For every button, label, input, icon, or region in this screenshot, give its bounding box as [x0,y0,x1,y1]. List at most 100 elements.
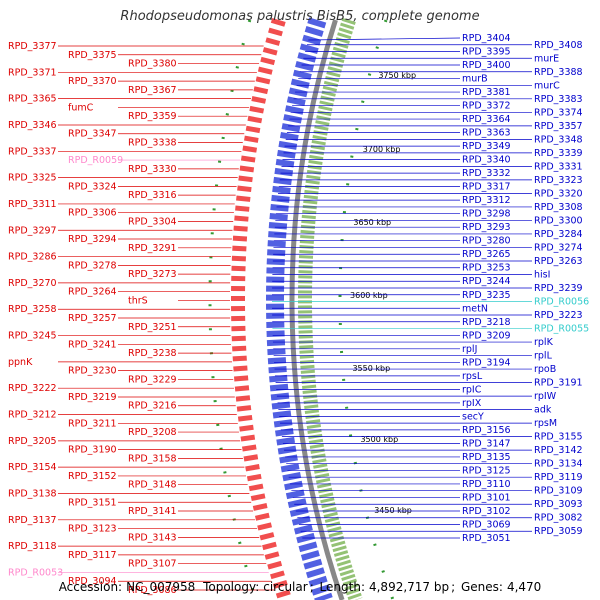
gene-label-left: RPD_3094 [68,576,117,587]
topology-value: circular [263,580,308,594]
gene-label-left: RPD_3211 [68,418,117,429]
scale-label: 3600 kbp [350,291,388,300]
gene-label-right: RPD_3102 [462,506,511,517]
gene-label-right: murE [534,53,559,64]
gene-label-right: murC [534,80,560,91]
gene-label-left: RPD_3270 [8,278,57,289]
gene-label-left: RPD_3297 [8,225,57,236]
gene-label-right: RPD_3312 [462,195,511,206]
gene-label-right: RPD_3156 [462,425,511,436]
gene-label-right: RPD_3374 [534,107,583,118]
gene-label-right: RPD_3348 [534,134,583,145]
gene-label-right: RPD_3408 [534,40,583,51]
gene-label-left: RPD_3324 [68,181,117,192]
gene-label-right: RPD_3082 [534,513,583,524]
gene-label-left: RPD_3346 [8,120,57,131]
gene-label-left: RPD_3208 [128,427,177,438]
gene-label-left: RPD_3152 [68,471,117,482]
gene-label-left: RPD_3371 [8,67,57,78]
length-label: Length: [319,580,365,594]
gene-label-right: RPD_3093 [534,499,583,510]
gene-label-right: RPD_3404 [462,33,511,44]
gene-label-left: RPD_3278 [68,260,117,271]
gene-label-left: RPD_3151 [68,497,117,508]
gene-label-left: RPD_3238 [128,348,177,359]
gene-label-right: RPD_3298 [462,209,511,220]
gene-label-left: RPD_3359 [128,111,177,122]
gene-label-left: thrS [128,295,148,306]
accession-label: Accession: [58,580,123,594]
gene-label-right: RPD_3235 [462,290,511,301]
gene-label-right: RPD_3263 [534,256,583,267]
gene-label-left: RPD_3123 [68,524,117,535]
gene-label-left: RPD_3380 [128,59,177,70]
gene-label-right: RPD_3372 [462,101,511,112]
accession-value: NC_007958 [126,580,196,594]
gene-label-left: RPD_3370 [68,76,117,87]
genome-title: Rhodopseudomonas palustris BisB5, comple… [120,9,480,24]
gene-label-left: RPD_3117 [68,550,117,561]
gene-label-right: rpsL [462,371,483,382]
gene-label-right: RPD_3284 [534,229,583,240]
leader-line-right [308,37,461,41]
gene-label-left: RPD_3219 [68,392,117,403]
gene-label-left: RPD_R0053 [8,567,63,578]
genome-footer: Accession: NC_007958 Topology: circular; L… [58,580,542,594]
gene-label-right: rpIX [462,398,482,409]
gene-label-right: RPD_3101 [462,492,511,503]
length-value: 4,892,717 bp [368,580,450,594]
gene-label-left: RPD_3264 [68,287,117,298]
gene-label-left: RPD_3245 [8,331,57,342]
gene-label-right: adk [534,405,552,416]
gene-label-left: RPD_3190 [68,445,117,456]
gene-label-left: RPD_3377 [8,41,57,52]
gene-label-left: RPD_3158 [128,453,177,464]
gene-label-left: RPD_3304 [128,216,177,227]
gene-label-left: RPD_3294 [68,234,117,245]
gene-label-left: RPD_3251 [128,322,177,333]
gene-label-left: RPD_3347 [68,129,117,140]
gene-label-right: rplL [534,351,553,362]
gene-label-left: RPD_3286 [8,252,57,263]
gene-label-left: RPD_3325 [8,173,57,184]
gene-label-right: RPD_3280 [462,236,511,247]
gene-label-right: RPD_3191 [534,378,583,389]
gene-label-right: rpIW [534,391,557,402]
gene-label-right: RPD_3218 [462,317,511,328]
gene-label-right: RPD_R0056 [534,297,589,308]
gene-label-right: RPD_3109 [534,486,583,497]
gene-label-right: RPD_3293 [462,222,511,233]
gene-label-right: RPD_3395 [462,47,511,58]
gene-label-left: RPD_3273 [128,269,177,280]
gene-label-right: rpIC [462,384,482,395]
gene-label-right: metN [462,303,488,314]
gene-label-right: RPD_3323 [534,175,583,186]
gene-label-right: rpsM [534,418,557,429]
gene-label-right: RPD_3155 [534,432,583,443]
gene-label-left: RPD_3230 [68,366,117,377]
gene-label-right: RPD_3357 [534,121,583,132]
scale-label: 3750 kbp [378,71,416,80]
gene-label-left: RPD_3229 [128,374,177,385]
gene-label-left: RPD_3258 [8,304,57,315]
gene-label-right: RPD_3349 [462,141,511,152]
gene-label-right: RPD_3331 [534,161,583,172]
gene-label-left: RPD_3316 [128,190,177,201]
gene-label-left: RPD_3148 [128,480,177,491]
gene-label-right: RPD_3244 [462,276,511,287]
gene-label-left: fumC [68,102,94,113]
scale-label: 3500 kbp [360,435,398,444]
gene-label-right: rplJ [462,344,477,355]
gene-label-left: RPD_3367 [128,85,177,96]
gene-label-right: RPD_3253 [462,263,511,274]
gene-label-right: murB [462,74,488,85]
gene-label-right: RPD_R0055 [534,324,589,335]
gene-label-right: RPD_3135 [462,452,511,463]
gene-label-right: RPD_3317 [462,182,511,193]
gene-label-right: hisI [534,269,550,280]
gene-label-left: RPD_3257 [68,313,117,324]
gene-label-left: RPD_3154 [8,462,57,473]
gene-label-left: RPD_3216 [128,401,177,412]
gene-label-right: RPD_3381 [462,87,511,98]
